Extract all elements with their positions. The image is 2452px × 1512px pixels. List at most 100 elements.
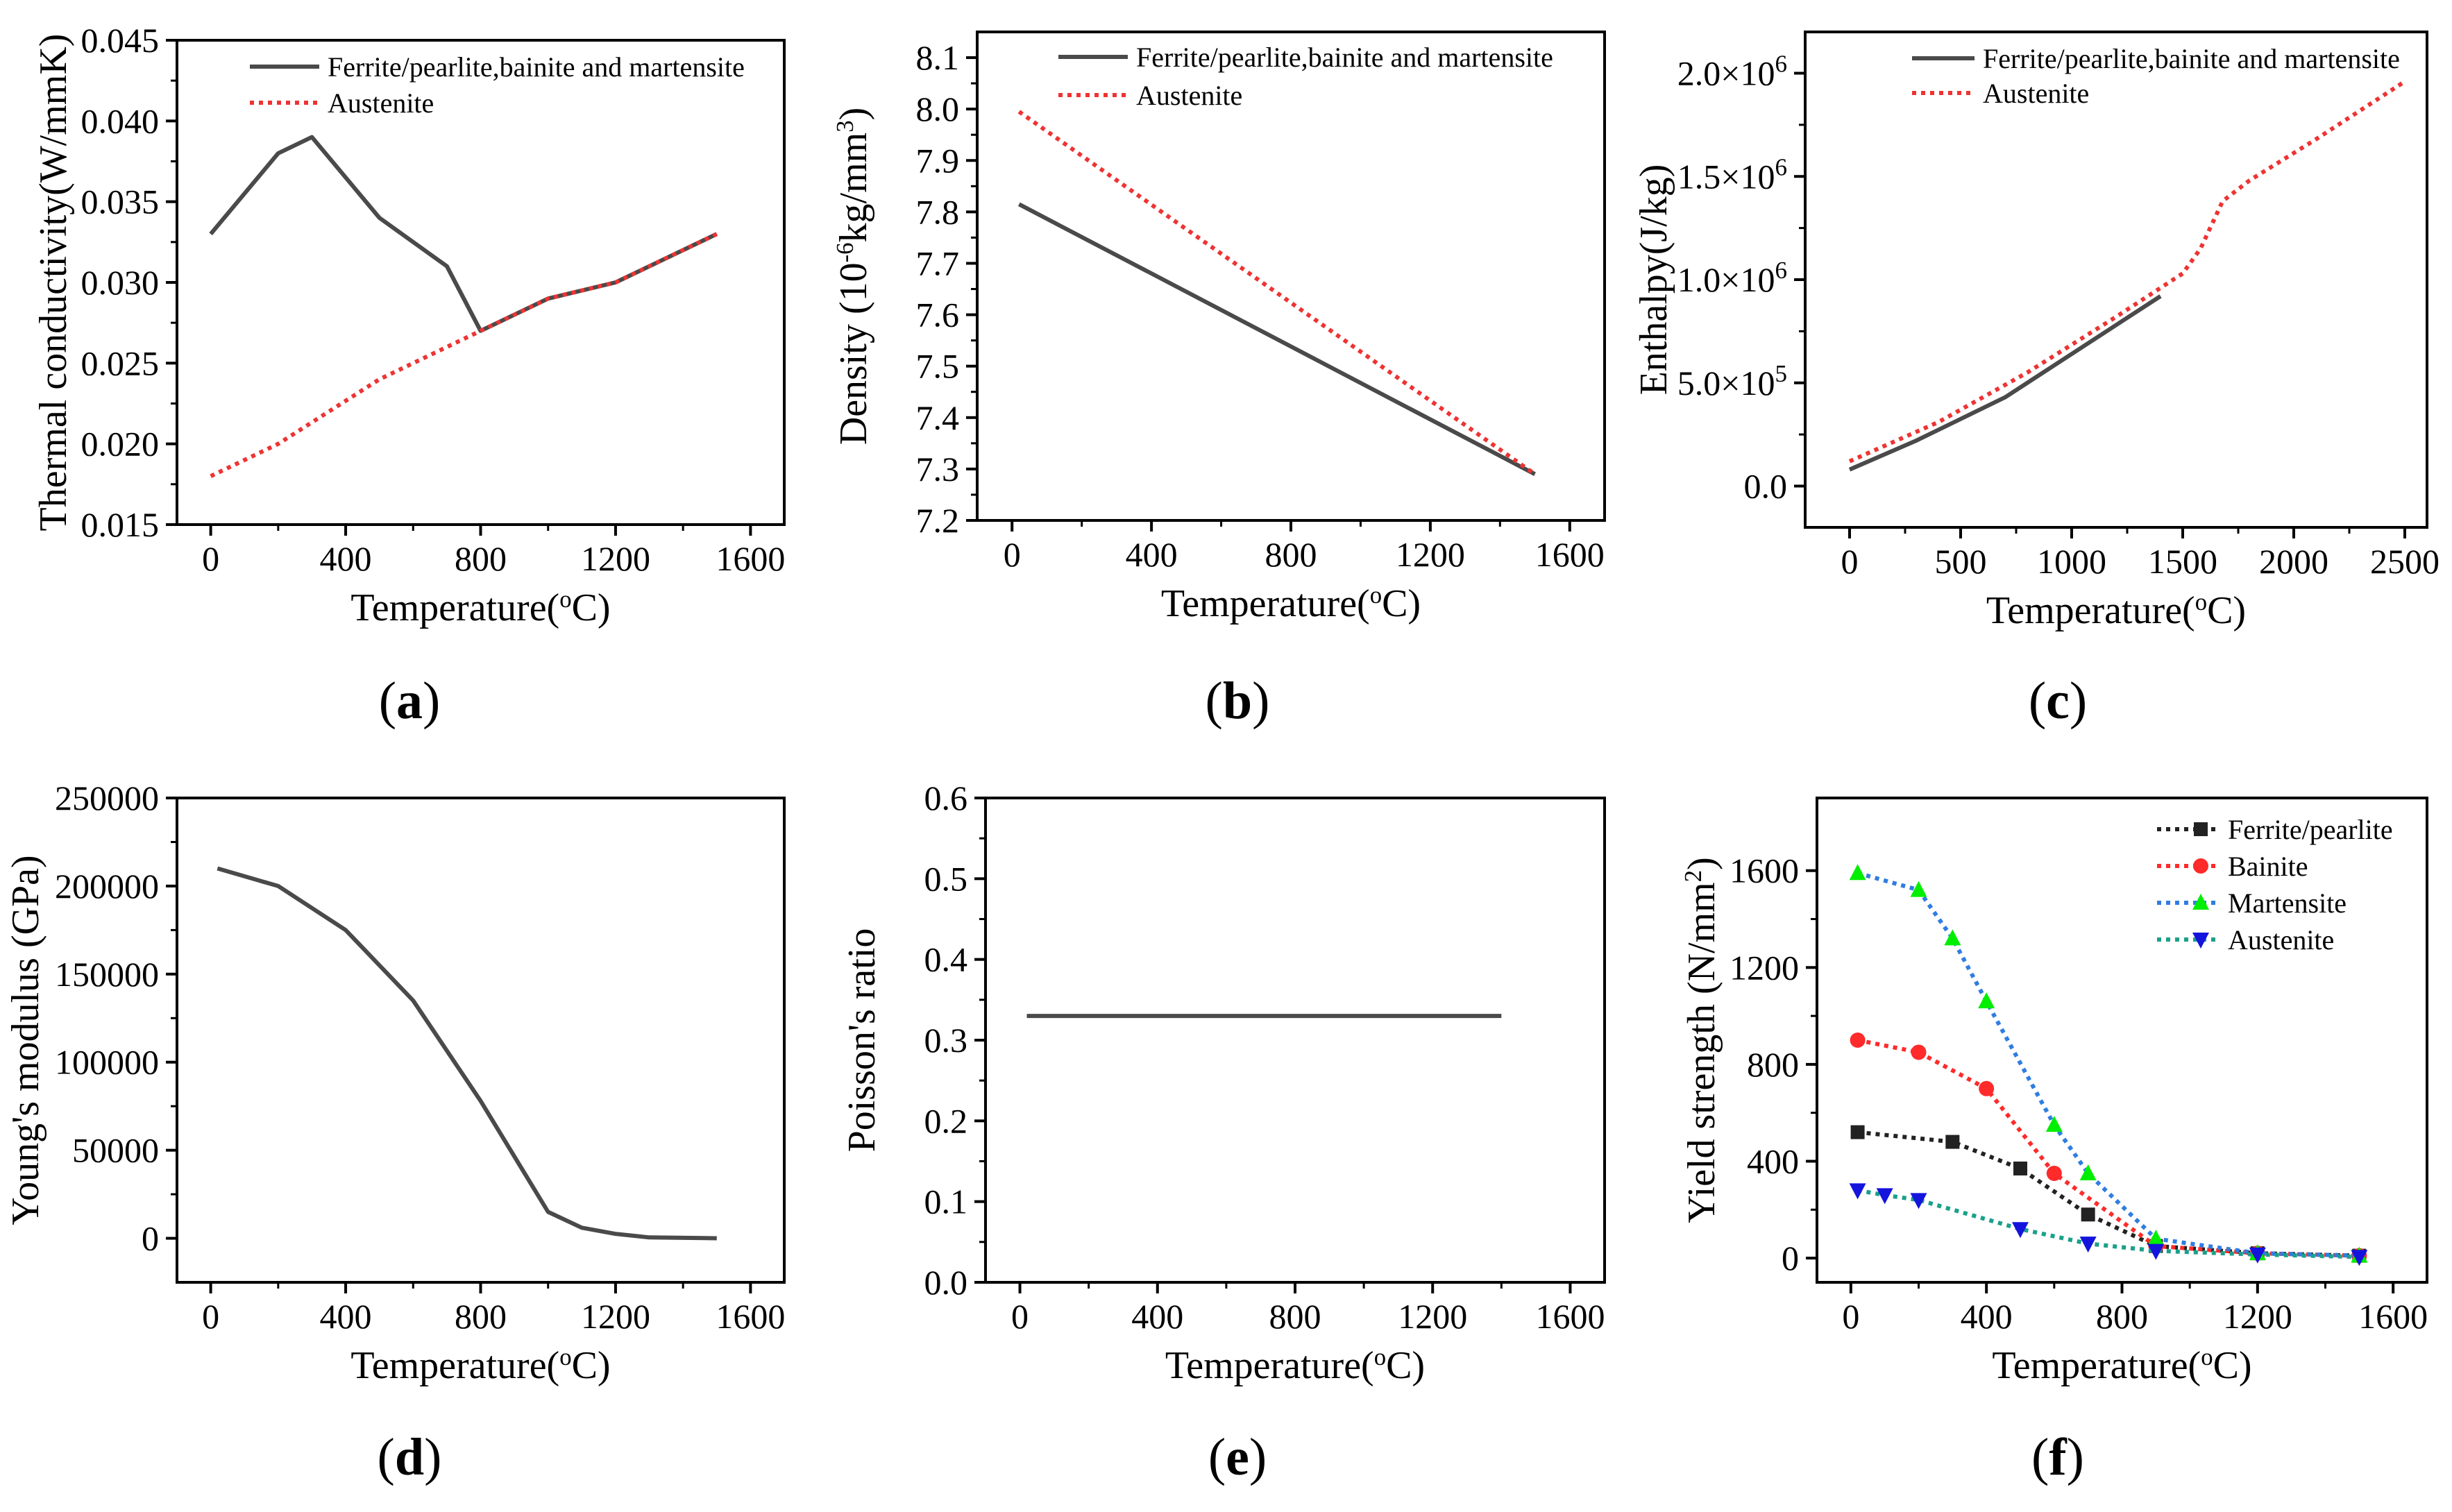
- panel-a: 0 400 800 1200 1600 0.015 0.020 0.025 0.030 0.035…: [32, 21, 786, 730]
- x-tick-label: 400: [1126, 535, 1178, 574]
- panel-c: 0 500 1000 1500 2000 2500 0.0 5.0×105 1.0×106 1.5…: [1632, 31, 2440, 730]
- y-tick-label: 200000: [55, 867, 159, 906]
- x-tick-label: 1000: [2037, 542, 2106, 581]
- data-point: [2081, 1207, 2095, 1222]
- y-tick-label: 0.035: [81, 182, 160, 221]
- series-line-ferrite-pearlite: [1857, 1130, 2360, 1258]
- y-tick-label: 7.3: [916, 450, 960, 489]
- y-tick-label: 7.6: [916, 296, 960, 334]
- y-tick-label: 100000: [55, 1043, 159, 1082]
- legend-entry: Austenite: [1983, 78, 2089, 109]
- y-tick-label: 0.015: [81, 505, 160, 544]
- x-axis-label: Temperature(oC): [350, 586, 610, 630]
- x-axis-label: Temperature(oC): [1986, 588, 2246, 633]
- panel-label: (a): [379, 672, 441, 730]
- x-tick-label: 0: [202, 539, 219, 578]
- x-axis-label: Temperature(oC): [1161, 581, 1421, 626]
- y-tick-label: 0.0: [1744, 467, 1788, 506]
- y-tick-label: 150000: [55, 955, 159, 994]
- x-tick-label: 1200: [581, 539, 650, 578]
- data-point: [2013, 1161, 2027, 1175]
- y-tick-label: 0.045: [81, 21, 160, 60]
- x-tick-label: 1600: [716, 1297, 785, 1336]
- y-tick-label: 0.020: [81, 425, 160, 464]
- y-tick-label: 800: [1747, 1045, 1799, 1084]
- y-tick-label: 0.5: [924, 859, 968, 898]
- data-point: [1944, 929, 1961, 946]
- y-tick-label: 1.5×106: [1677, 153, 1787, 196]
- x-tick-label: 2000: [2259, 542, 2328, 581]
- series-line-austenite: [1857, 1188, 2360, 1259]
- data-point: [2079, 1237, 2097, 1253]
- legend-entry: Austenite: [1136, 80, 1242, 111]
- plot-frame: [984, 797, 1606, 1284]
- y-tick-label: 7.8: [916, 192, 960, 231]
- y-tick-label: 1200: [1730, 948, 1799, 987]
- x-tick-label: 800: [1265, 535, 1317, 574]
- y-tick-label: 400: [1747, 1142, 1799, 1181]
- panel-label: (f): [2031, 1428, 2084, 1486]
- x-tick-label: 1600: [1535, 1297, 1605, 1336]
- data-point: [2012, 1222, 2029, 1239]
- series-line-ferrite-pearlite-bainite-and-martensite: [209, 135, 718, 333]
- y-tick-label: 8.0: [916, 90, 960, 128]
- x-tick-label: 400: [320, 539, 372, 578]
- legend-entry: Ferrite/pearlite: [2228, 814, 2393, 845]
- y-tick-label: 1600: [1730, 851, 1799, 890]
- x-axis-label: Temperature(oC): [1165, 1343, 1425, 1388]
- x-tick-label: 400: [1131, 1297, 1183, 1336]
- plot-frame: [1816, 797, 2428, 1284]
- x-tick-label: 400: [1961, 1297, 2013, 1336]
- y-tick-label: 0.025: [81, 343, 160, 382]
- legend-marker: [2192, 894, 2209, 910]
- y-axis-label: Enthalpy(J/kg): [1632, 164, 1675, 396]
- series-line-young-s-modulus: [217, 866, 717, 1241]
- x-axis-label: Temperature(oC): [350, 1343, 610, 1388]
- y-tick-label: 0: [142, 1219, 159, 1258]
- legend-entry: Austenite: [328, 87, 434, 119]
- y-tick-label: 50000: [72, 1131, 159, 1170]
- x-tick-label: 0: [1011, 1297, 1029, 1336]
- legend: Ferrite/pearlite,bainite and martensite A…: [1058, 42, 1553, 111]
- y-axis-label: Density (10-6kg/mm3): [831, 108, 876, 445]
- panel-e: 0 400 800 1200 1600 0.0 0.1 0.2 0.3 0.4 0.5 0.6 Temp…: [840, 779, 1606, 1486]
- y-axis-label: Yield strength (N/mm2): [1680, 857, 1724, 1223]
- y-axis-label: Poisson's ratio: [840, 928, 883, 1153]
- y-tick-label: 7.7: [916, 244, 960, 282]
- plot-frame: [1804, 31, 2428, 529]
- data-point: [1849, 864, 1866, 881]
- y-tick-label: 7.9: [916, 141, 960, 180]
- x-tick-label: 1200: [1398, 1297, 1467, 1336]
- panel-b: 0 400 800 1200 1600 7.2 7.3 7.4 7.5 7.6 7.7 7.8 7.9 8…: [831, 31, 1606, 730]
- y-tick-label: 0.4: [924, 940, 968, 979]
- x-tick-label: 800: [2096, 1297, 2148, 1336]
- panel-label: (b): [1206, 672, 1270, 730]
- legend-entry: Austenite: [2228, 924, 2334, 955]
- x-tick-label: 1500: [2148, 542, 2217, 581]
- data-point: [2147, 1243, 2165, 1260]
- data-point: [1850, 1033, 1866, 1048]
- legend: Ferrite/pearlite Bainite Martensite Austeni…: [2157, 814, 2393, 955]
- panel-label: (c): [2029, 672, 2087, 730]
- series-line-ferrite-pearlite-bainite-and-martensite: [1017, 202, 1536, 476]
- series-line-austenite: [1017, 110, 1537, 476]
- x-tick-label: 800: [455, 539, 507, 578]
- y-tick-label: 0.030: [81, 263, 160, 302]
- y-tick-label: 0.2: [924, 1101, 968, 1140]
- panel-f: 0 400 800 1200 1600 0 400 800 1200 1600 Temperatur…: [1680, 797, 2428, 1486]
- panel-label: (e): [1208, 1428, 1267, 1486]
- x-tick-label: 0: [202, 1297, 219, 1336]
- x-tick-label: 500: [1935, 542, 1987, 581]
- x-tick-label: 800: [1269, 1297, 1321, 1336]
- y-tick-label: 7.2: [916, 501, 960, 540]
- y-tick-label: 0.1: [924, 1182, 968, 1221]
- x-tick-label: 1600: [1535, 535, 1605, 574]
- data-point: [2249, 1247, 2266, 1264]
- x-tick-label: 0: [1842, 1297, 1859, 1336]
- data-point: [2045, 1116, 2063, 1132]
- legend-entry: Ferrite/pearlite,bainite and martensite: [328, 51, 745, 83]
- plot-frame: [176, 39, 786, 526]
- series-line-austenite: [1848, 79, 2406, 464]
- legend: Ferrite/pearlite,bainite and martensite A…: [1912, 43, 2400, 109]
- y-axis-label: Young's modulus (GPa): [4, 855, 47, 1225]
